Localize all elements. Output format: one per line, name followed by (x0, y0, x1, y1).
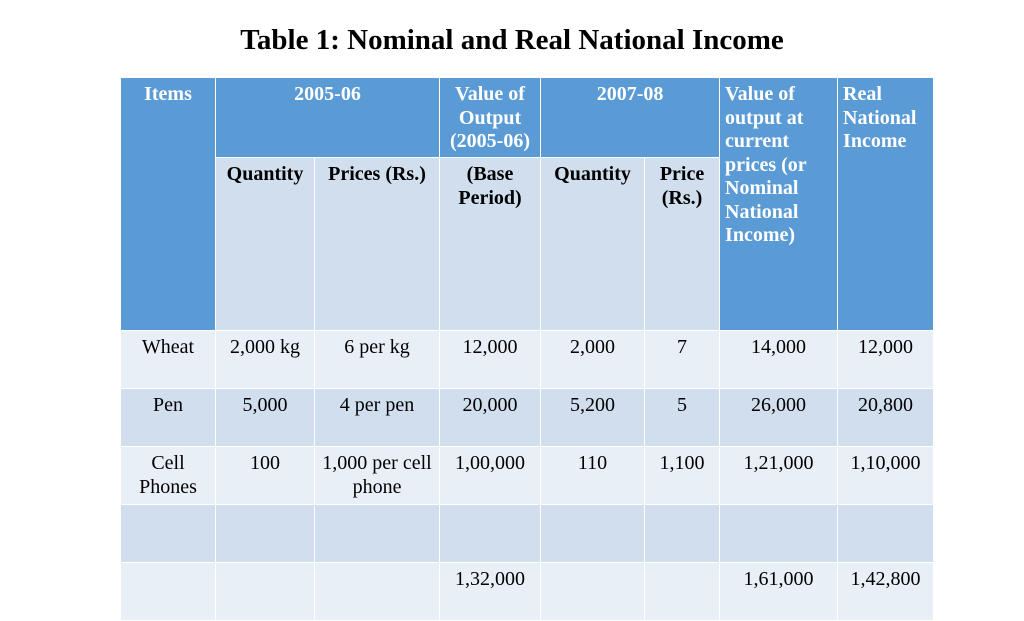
cell-price-2007 (644, 562, 721, 621)
cell-value-output: 12,000 (439, 330, 542, 389)
cell-quantity-2005 (215, 504, 315, 563)
table-row: Pen 5,000 4 per pen 20,000 5,200 5 26,00… (120, 388, 935, 447)
cell-quantity-2007 (540, 562, 646, 621)
header-row-1: Items 2005-06 Value of Output (2005-06) … (120, 77, 935, 331)
table-row (120, 504, 935, 563)
header-nominal-income: Value of output at current prices (or No… (719, 77, 839, 331)
cell-total-nominal-income: 1,61,000 (719, 562, 839, 621)
cell-quantity-2005: 100 (215, 446, 315, 505)
header-row-2: Quantity Prices (Rs.) (Base Period) Quan… (121, 157, 934, 331)
table-row: Cell Phones 100 1,000 per cell phone 1,0… (120, 446, 935, 505)
cell-quantity-2005: 5,000 (215, 388, 315, 447)
cell-real-income: 12,000 (837, 330, 935, 389)
header-quantity-2005: Quantity (215, 157, 315, 331)
header-real-income: Real National Income (837, 77, 935, 331)
cell-value-output: 1,00,000 (439, 446, 542, 505)
page-title: Table 1: Nominal and Real National Incom… (240, 24, 784, 56)
header-prices-2005: Prices (Rs.) (313, 157, 441, 331)
cell-item: Pen (120, 388, 216, 447)
table-row: Wheat 2,000 kg 6 per kg 12,000 2,000 7 1… (120, 330, 935, 389)
header-quantity-2007: Quantity (540, 157, 646, 331)
cell-price-2007: 7 (644, 330, 721, 389)
income-table: Items 2005-06 Value of Output (2005-06) … (120, 77, 935, 621)
cell-item: Cell Phones (120, 446, 216, 505)
header-base-period: (Base Period) (439, 157, 542, 331)
cell-real-income: 1,10,000 (837, 446, 935, 505)
cell-quantity-2007: 110 (540, 446, 646, 505)
header-2007-08: 2007-08 (540, 77, 721, 158)
table-row-total: 1,32,000 1,61,000 1,42,800 (120, 562, 935, 621)
cell-real-income (837, 504, 935, 563)
cell-value-output: 20,000 (439, 388, 542, 447)
cell-quantity-2007: 2,000 (540, 330, 646, 389)
cell-value-output (439, 504, 542, 563)
cell-price-2007: 5 (644, 388, 721, 447)
cell-nominal-income: 1,21,000 (719, 446, 839, 505)
cell-price-2007: 1,100 (644, 446, 721, 505)
cell-quantity-2005 (215, 562, 315, 621)
cell-real-income: 20,800 (837, 388, 935, 447)
cell-price-2005 (313, 504, 441, 563)
cell-quantity-2005: 2,000 kg (215, 330, 315, 389)
cell-price-2007 (644, 504, 721, 563)
cell-price-2005: 1,000 per cell phone (313, 446, 441, 505)
cell-item (120, 562, 216, 621)
header-2005-06: 2005-06 (214, 77, 441, 158)
header-items: Items (120, 77, 216, 331)
cell-nominal-income (719, 504, 839, 563)
cell-total-real-income: 1,42,800 (837, 562, 935, 621)
cell-quantity-2007 (540, 504, 646, 563)
cell-price-2005: 6 per kg (313, 330, 441, 389)
cell-price-2005: 4 per pen (313, 388, 441, 447)
cell-item (120, 504, 216, 563)
header-price-2007: Price (Rs.) (644, 157, 721, 331)
cell-price-2005 (313, 562, 441, 621)
header-value-output: Value of Output (2005-06) (439, 77, 542, 158)
cell-quantity-2007: 5,200 (540, 388, 646, 447)
cell-item: Wheat (120, 330, 216, 389)
cell-nominal-income: 14,000 (719, 330, 839, 389)
cell-nominal-income: 26,000 (719, 388, 839, 447)
cell-total-value-output: 1,32,000 (439, 562, 542, 621)
